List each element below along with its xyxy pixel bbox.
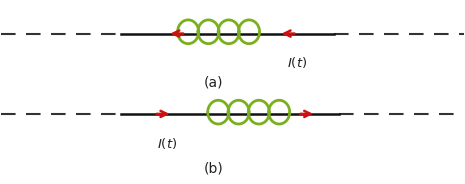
Text: (a): (a) bbox=[204, 76, 224, 90]
Text: $\mathit{I}(t)$: $\mathit{I}(t)$ bbox=[287, 56, 307, 70]
Text: (b): (b) bbox=[204, 162, 224, 176]
Text: $\mathit{I}(t)$: $\mathit{I}(t)$ bbox=[158, 136, 178, 151]
